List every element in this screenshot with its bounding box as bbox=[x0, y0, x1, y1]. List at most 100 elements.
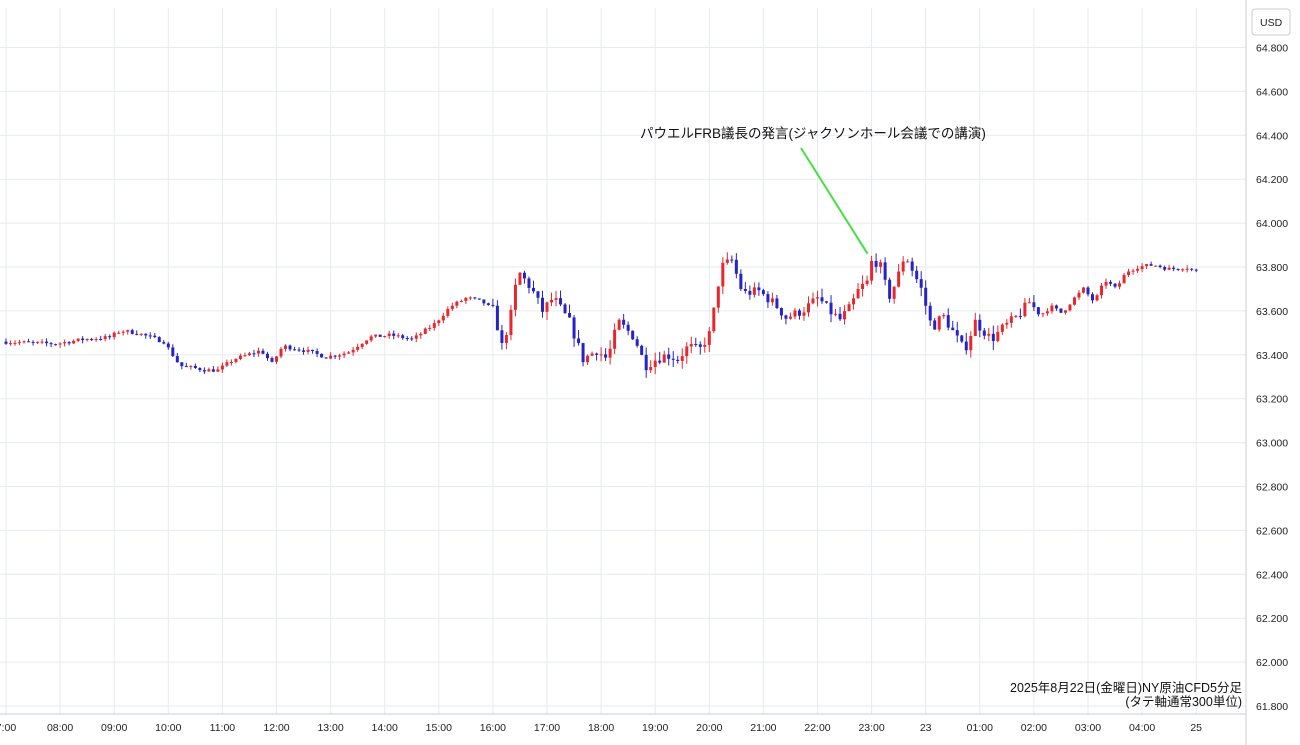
candle bbox=[1154, 265, 1158, 267]
candle-body bbox=[761, 290, 765, 295]
candle-body bbox=[437, 320, 441, 324]
candle bbox=[108, 334, 112, 340]
candle bbox=[414, 332, 418, 343]
candle bbox=[838, 306, 842, 321]
candle-body bbox=[85, 339, 89, 341]
candle-body bbox=[928, 305, 932, 321]
candle bbox=[473, 297, 477, 300]
candle bbox=[1127, 268, 1131, 278]
candle bbox=[311, 349, 315, 354]
unit-box-frame bbox=[1251, 8, 1291, 36]
candle bbox=[1000, 323, 1004, 335]
candle bbox=[171, 344, 175, 357]
candle-body bbox=[599, 354, 603, 356]
candle-body bbox=[834, 313, 838, 315]
candle bbox=[175, 352, 179, 363]
candle-body bbox=[1118, 283, 1122, 287]
candle bbox=[284, 344, 288, 352]
candle-body bbox=[829, 302, 833, 315]
y-tick-label: 62.600 bbox=[1256, 525, 1288, 537]
candle bbox=[540, 290, 544, 318]
candle-body bbox=[387, 333, 391, 337]
candle-body bbox=[797, 310, 801, 316]
candle bbox=[879, 259, 883, 274]
candle bbox=[356, 343, 360, 352]
candle-body bbox=[1072, 297, 1076, 305]
candle-body bbox=[559, 298, 563, 305]
candle bbox=[545, 301, 549, 320]
candle bbox=[748, 285, 752, 300]
candle-body bbox=[63, 342, 67, 344]
candle bbox=[1136, 265, 1140, 274]
candle-body bbox=[784, 315, 788, 319]
candle-body bbox=[1140, 266, 1144, 269]
candle-body bbox=[1122, 275, 1126, 284]
candle-body bbox=[531, 287, 535, 292]
candle bbox=[329, 352, 333, 360]
candle-body bbox=[955, 330, 959, 336]
candle bbox=[852, 293, 856, 310]
candle-body bbox=[1194, 269, 1198, 271]
candle bbox=[1036, 306, 1040, 317]
candle bbox=[1091, 292, 1095, 304]
candle bbox=[933, 317, 937, 330]
candle-body bbox=[90, 339, 94, 341]
candle bbox=[297, 347, 301, 352]
candle bbox=[653, 352, 657, 375]
x-tick-label: 01:00 bbox=[967, 722, 993, 734]
candle-body bbox=[946, 315, 950, 328]
candle-body bbox=[888, 279, 892, 299]
candle-body bbox=[166, 343, 170, 348]
y-tick-label: 63.200 bbox=[1256, 394, 1288, 406]
candle-body bbox=[676, 359, 680, 361]
candle bbox=[766, 291, 770, 308]
candle bbox=[500, 325, 504, 350]
candle bbox=[820, 288, 824, 304]
candle bbox=[36, 341, 40, 345]
candle-body bbox=[1063, 310, 1067, 313]
candle-body bbox=[374, 334, 378, 337]
candle-body bbox=[1127, 271, 1131, 276]
candle-body bbox=[595, 353, 599, 355]
candle bbox=[1181, 268, 1185, 272]
candle bbox=[4, 338, 8, 345]
candle-body bbox=[568, 312, 572, 318]
candle bbox=[779, 307, 783, 320]
candle bbox=[198, 367, 202, 373]
x-tick-label: 25 bbox=[1190, 722, 1202, 734]
candle bbox=[153, 333, 157, 339]
candle-body bbox=[1027, 302, 1031, 304]
candle bbox=[76, 338, 80, 343]
candle bbox=[1095, 293, 1099, 302]
candle-body bbox=[793, 310, 797, 317]
candle bbox=[1086, 286, 1090, 297]
candle-body bbox=[707, 331, 711, 345]
candle-body bbox=[302, 350, 306, 352]
candle bbox=[491, 298, 495, 308]
candle-body bbox=[270, 358, 274, 362]
candle-body bbox=[924, 287, 928, 306]
candle-body bbox=[1036, 307, 1040, 315]
candle bbox=[856, 282, 860, 299]
candle bbox=[351, 346, 355, 356]
candle-body bbox=[721, 262, 725, 287]
candle bbox=[275, 355, 278, 365]
candle bbox=[216, 366, 220, 372]
candle bbox=[531, 280, 535, 294]
candle bbox=[1131, 268, 1135, 275]
x-tick-label: 02:00 bbox=[1021, 722, 1047, 734]
candle-body bbox=[802, 312, 806, 316]
candle-body bbox=[987, 333, 991, 336]
candle-body bbox=[586, 355, 590, 363]
candle-body bbox=[942, 315, 946, 317]
y-tick-label: 63.800 bbox=[1256, 262, 1288, 274]
x-tick-label: 16:00 bbox=[480, 722, 506, 734]
candle-body bbox=[937, 316, 941, 330]
candle bbox=[1113, 283, 1117, 289]
candle-body bbox=[1005, 322, 1009, 325]
candle-body bbox=[238, 355, 242, 360]
candle-body bbox=[897, 271, 901, 287]
candle bbox=[784, 314, 788, 325]
candle-body bbox=[1023, 302, 1027, 317]
candle-body bbox=[189, 365, 193, 367]
